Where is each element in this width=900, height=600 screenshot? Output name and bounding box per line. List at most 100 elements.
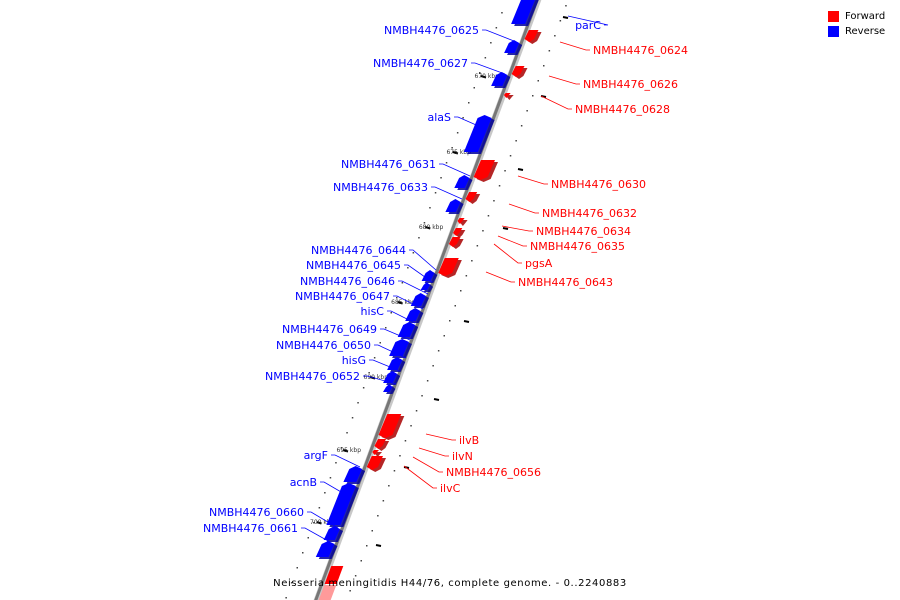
minor-dot [493,200,495,202]
gene-nmbh4476-0634[interactable] [457,218,468,226]
gene-nmbh4476-0628[interactable] [503,93,514,100]
minor-dot [429,207,431,209]
gene-nmbh4476-0645[interactable] [420,282,433,292]
minor-dot [445,162,448,164]
gene-label-nmbh4476-0626[interactable]: NMBH4476_0626 [583,78,678,91]
minor-dot [371,530,373,532]
major-tick [452,151,459,155]
gene-nmbh4476-0631[interactable] [454,175,473,190]
gene-nmbh4476-0624[interactable] [524,30,542,44]
gene-label-nmbh4476-0650[interactable]: NMBH4476_0650 [276,339,371,352]
gene-label-nmbh4476-0643[interactable]: NMBH4476_0643 [518,276,613,289]
gene-label-pgsa[interactable]: pgsA [525,257,553,270]
minor-dot [307,537,309,539]
gene-nmbh4476-0632[interactable] [465,192,481,204]
minor-dot [449,320,451,322]
gene-pgsa[interactable] [448,237,464,249]
gene-label-nmbh4476-0661[interactable]: NMBH4476_0661 [203,522,298,535]
gene-label-alas[interactable]: alaS [427,111,451,124]
gene-label-nmbh4476-0631[interactable]: NMBH4476_0631 [341,158,436,171]
gene-nmbh4476-0635[interactable] [453,228,466,238]
gene-nmbh4476-0643[interactable] [438,258,462,278]
gene-body [504,40,520,53]
gene-label-nmbh4476-0633[interactable]: NMBH4476_0633 [333,181,428,194]
gene-label-nmbh4476-0632[interactable]: NMBH4476_0632 [542,207,637,220]
minor-dot [482,230,484,232]
leader-line [301,527,331,543]
gene-nmbh4476-0652[interactable] [383,384,396,394]
gene-label-nmbh4476-0624[interactable]: NMBH4476_0624 [593,44,688,57]
leader-line [398,280,429,295]
gene-nmbh4476-0661[interactable] [315,541,338,559]
minor-dot [426,380,429,382]
minor-dot [537,80,539,82]
minor-dot [490,42,492,44]
tick-dots [285,5,569,599]
gene-nmbh4476-0630[interactable] [473,160,498,182]
gene-nmbh4476-0656[interactable] [372,450,383,457]
gene-ilvn[interactable] [374,439,390,451]
leader-line [404,264,433,283]
gene-label-nmbh4476-0652[interactable]: NMBH4476_0652 [265,370,360,383]
gene-shadow [506,95,514,100]
gene-nmbh4476-0646[interactable] [410,293,429,308]
tick-label-685-kbp: 685 kbp [391,299,416,306]
leader-line [493,243,522,264]
gene-label-nmbh4476-0660[interactable]: NMBH4476_0660 [209,506,304,519]
gene-label-parc[interactable]: parC [575,19,601,32]
gene-acnb[interactable] [326,483,359,527]
major-tick [425,226,431,230]
gene-nmbh4476-0660[interactable] [323,526,344,542]
minor-dot [366,545,368,547]
minor-dot [296,567,298,569]
gene-body [410,293,426,306]
gene-label-argf[interactable]: argF [304,449,328,462]
gene-parc[interactable] [511,0,540,26]
minor-dot [501,12,503,14]
gene-body [491,72,508,86]
tick-label-695-kbp: 695 kbp [337,447,362,454]
gene-label-nmbh4476-0646[interactable]: NMBH4476_0646 [300,275,395,288]
gene-label-nmbh4476-0627[interactable]: NMBH4476_0627 [373,57,468,70]
gene-nmbh4476-0625[interactable] [504,40,523,55]
gene-label-ilvn[interactable]: ilvN [452,450,473,463]
gene-argf[interactable] [343,466,366,484]
gene-label-nmbh4476-0644[interactable]: NMBH4476_0644 [311,244,406,257]
gene-label-nmbh4476-0656[interactable]: NMBH4476_0656 [446,466,541,479]
gene-label-acnb[interactable]: acnB [290,476,317,489]
gene-nmbh4476-0647[interactable] [405,308,424,323]
gene-nmbh4476-0627[interactable] [491,72,511,88]
gene-label-nmbh4476-0645[interactable]: NMBH4476_0645 [306,259,401,272]
minor-dot [340,447,343,449]
gene-body [454,175,470,188]
gene-label-nmbh4476-0625[interactable]: NMBH4476_0625 [384,24,479,37]
gene-nmbh4476-0626[interactable] [511,66,528,79]
gene-hisc[interactable] [397,322,419,339]
tick-dash [517,168,524,171]
gene-label-nmbh4476-0628[interactable]: NMBH4476_0628 [575,103,670,116]
minor-dot [324,492,326,494]
gene-body [372,450,379,455]
gene-label-nmbh4476-0647[interactable]: NMBH4476_0647 [295,290,390,303]
minor-dot [423,222,426,224]
gene-label-ilvb[interactable]: ilvB [459,434,479,447]
gene-label-nmbh4476-0630[interactable]: NMBH4476_0630 [551,178,646,191]
minor-dot [396,297,398,299]
gene-label-nmbh4476-0634[interactable]: NMBH4476_0634 [536,225,631,238]
gene-label-hisg[interactable]: hisG [342,354,366,367]
legend: Forward Reverse [828,9,890,39]
genes [315,0,542,600]
gene-alas[interactable] [463,115,495,154]
gene-ilvb[interactable] [378,414,405,440]
gene-label-ilvc[interactable]: ilvC [440,482,461,495]
gene-ilvc[interactable] [366,456,387,472]
gene-label-hisc[interactable]: hisC [361,305,385,318]
gene-nmbh4476-0644[interactable] [421,270,438,283]
leader-line [540,95,572,110]
minor-dot [559,20,562,22]
gene-nmbh4476-0633[interactable] [445,199,464,214]
gene-label-nmbh4476-0649[interactable]: NMBH4476_0649 [282,323,377,336]
gene-label-nmbh4476-0635[interactable]: NMBH4476_0635 [530,240,625,253]
legend-reverse: Reverse [828,24,890,39]
